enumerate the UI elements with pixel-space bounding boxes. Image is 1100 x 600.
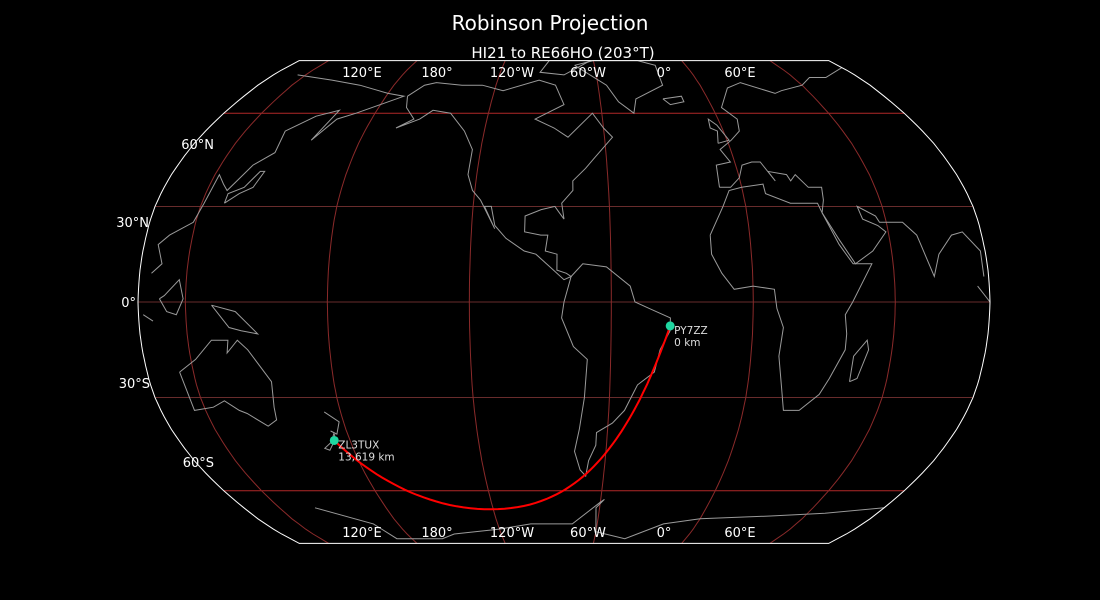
coastline [179,339,278,427]
meridian-line [326,60,418,544]
lat-label: 60°N [181,138,214,153]
lon-label: 180° [421,66,452,81]
station-distance-py7zz: 0 km [674,337,700,349]
lon-label: 60°W [570,526,606,541]
station-marker-zl3tux[interactable] [329,435,339,445]
station-call-py7zz: PY7ZZ [674,325,708,337]
coastline [395,79,614,281]
station-marker-py7zz[interactable] [665,321,675,331]
coastline [211,304,260,335]
longitude-labels-bottom: 120°E 180° 120°W 60°W 0° 60°E [342,526,755,541]
stations: PY7ZZ 0 km ZL3TUX 13,619 km [329,321,708,463]
lon-label: 60°E [724,66,755,81]
meridian-line [769,60,896,544]
lon-label: 120°E [342,66,382,81]
lat-label: 30°S [119,377,150,392]
lon-label: 120°W [490,66,534,81]
coastline [142,285,991,322]
lat-label: 0° [121,296,136,311]
coastline [561,263,671,478]
coastline [314,498,885,540]
latitude-labels: 60°N 30°N 0° 30°S 60°S [116,138,214,471]
longitude-labels-top: 120°E 180° 120°W 60°W 0° 60°E [342,66,755,81]
station-call-zl3tux: ZL3TUX [338,439,379,451]
coastline [223,170,266,204]
map-subtitle: HI21 to RE66HO (203°T) [471,44,654,62]
meridian-line [468,60,506,544]
meridian-line [592,60,612,544]
lat-label: 60°S [183,456,214,471]
graticule [138,60,990,544]
lon-label: 120°W [490,526,534,541]
lon-label: 0° [657,526,672,541]
coastline [158,278,184,316]
map-border [137,60,991,544]
map-title: Robinson Projection [452,11,649,35]
coastline [323,411,340,451]
meridian-line [681,60,754,544]
lon-label: 60°E [724,526,755,541]
lon-label: 180° [421,526,452,541]
great-circle-path [333,325,672,511]
lat-label: 30°N [116,216,149,231]
coastline [849,339,870,383]
coastline [709,183,873,411]
coastline [707,117,730,144]
lon-label: 0° [657,66,672,81]
station-distance-zl3tux: 13,619 km [338,451,394,463]
coastline [662,95,685,106]
lon-label: 120°E [342,526,382,541]
meridian-line [184,60,329,544]
coastlines [142,60,991,540]
lon-label: 60°W [570,66,606,81]
